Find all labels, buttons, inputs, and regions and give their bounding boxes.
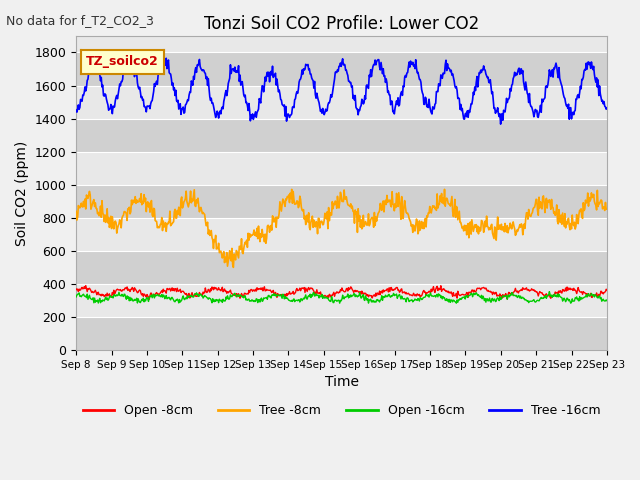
Bar xyxy=(76,85,607,119)
Bar xyxy=(76,185,607,218)
Bar xyxy=(76,251,607,284)
X-axis label: Time: Time xyxy=(324,375,358,389)
Title: Tonzi Soil CO2 Profile: Lower CO2: Tonzi Soil CO2 Profile: Lower CO2 xyxy=(204,15,479,33)
Bar xyxy=(76,218,607,251)
Y-axis label: Soil CO2 (ppm): Soil CO2 (ppm) xyxy=(15,140,29,246)
Legend: Open -8cm, Tree -8cm, Open -16cm, Tree -16cm: Open -8cm, Tree -8cm, Open -16cm, Tree -… xyxy=(78,399,605,422)
Bar xyxy=(76,152,607,185)
Bar xyxy=(76,317,607,350)
Bar xyxy=(76,119,607,152)
Bar xyxy=(76,284,607,317)
Bar xyxy=(76,52,607,85)
Text: No data for f_T2_CO2_3: No data for f_T2_CO2_3 xyxy=(6,14,154,27)
